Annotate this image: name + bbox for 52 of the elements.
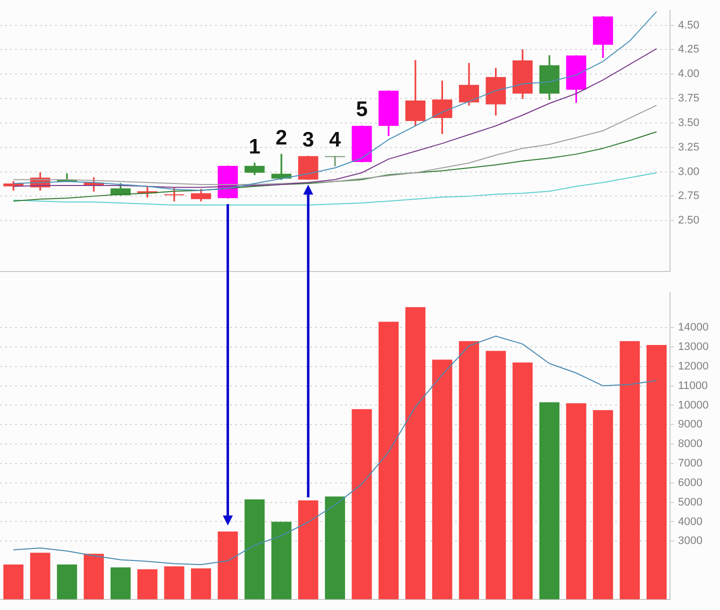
y-tick-label: 10000 <box>678 399 709 412</box>
y-tick-label: 2.75 <box>678 190 700 202</box>
y-tick-label: 6000 <box>678 476 702 489</box>
bar <box>352 409 372 600</box>
candlestick <box>324 156 346 166</box>
y-tick-label: 3.25 <box>678 141 700 154</box>
y-tick-label: 3.75 <box>678 92 700 105</box>
bar <box>539 402 560 600</box>
bar <box>244 499 265 600</box>
bar <box>30 552 50 600</box>
y-tick-label: 3.50 <box>678 116 700 129</box>
bar <box>3 564 24 600</box>
bar <box>566 403 586 600</box>
y-tick-label: 12000 <box>678 360 709 372</box>
bar <box>405 307 426 600</box>
bar <box>190 568 212 600</box>
bar <box>324 496 346 600</box>
annotation: 4 <box>329 128 342 152</box>
bar <box>592 410 614 600</box>
y-tick-label: 13000 <box>678 341 709 353</box>
bar <box>56 564 78 600</box>
annotation: 5 <box>356 98 368 122</box>
bar <box>512 362 533 600</box>
y-tick-label: 3000 <box>678 535 702 548</box>
bar <box>110 567 131 600</box>
y-tick-label: 5000 <box>678 496 702 508</box>
y-tick-label: 8000 <box>678 438 702 450</box>
bar <box>271 522 292 600</box>
bar <box>298 500 318 600</box>
y-tick-label: 7000 <box>678 458 702 470</box>
y-tick-label: 4000 <box>678 516 702 528</box>
y-tick-label: 4.00 <box>678 68 700 80</box>
bar <box>646 345 667 600</box>
y-tick-label: 2.50 <box>678 214 700 227</box>
bar <box>164 566 184 600</box>
annotation: 2 <box>276 126 288 150</box>
annotation: 3 <box>302 128 314 152</box>
y-tick-label: 14000 <box>678 322 709 334</box>
bar <box>486 350 506 600</box>
bar <box>432 360 452 600</box>
bar <box>84 554 104 600</box>
y-tick-label: 9000 <box>678 418 702 431</box>
bar <box>218 531 238 600</box>
annotation: 1 <box>248 135 261 158</box>
y-tick-label: 3.00 <box>678 166 700 178</box>
y-tick-label: 4.50 <box>678 19 700 32</box>
bar <box>620 341 640 600</box>
bar <box>458 341 480 600</box>
y-tick-label: 4.25 <box>678 44 700 56</box>
bar <box>137 569 158 600</box>
bar <box>378 322 399 600</box>
y-tick-label: 11000 <box>678 380 708 392</box>
